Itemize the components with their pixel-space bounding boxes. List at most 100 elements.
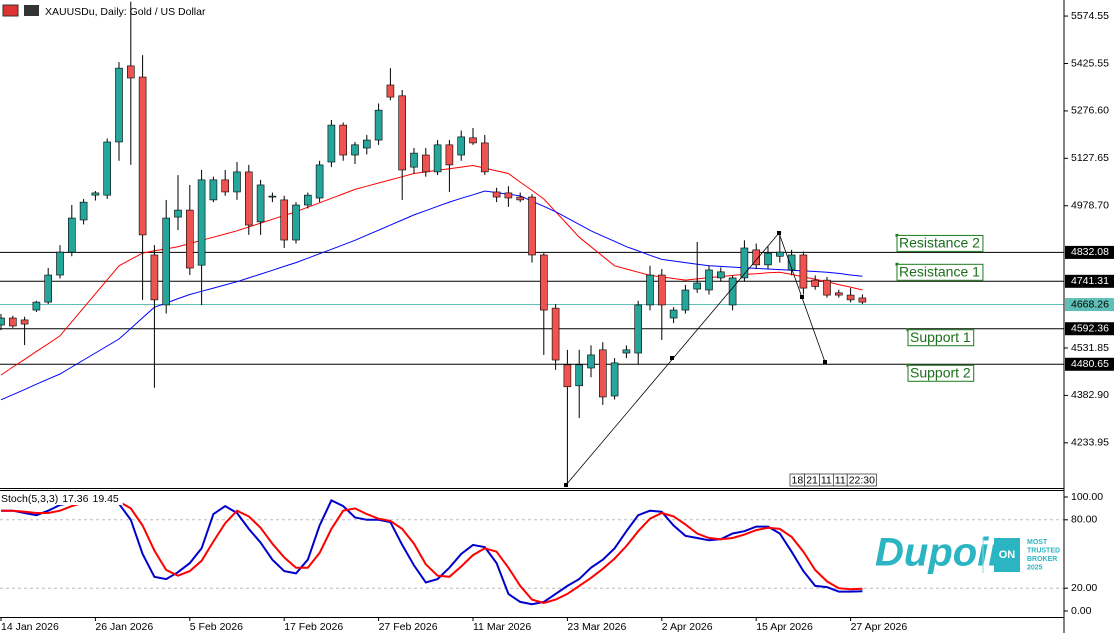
y-tick-label: 5127.65 (1071, 152, 1109, 164)
time-tag: 21 (806, 474, 818, 486)
candle-body (421, 154, 430, 173)
indicator-title: Stoch(5,3,3) (1, 493, 58, 505)
level-label-box (907, 364, 975, 382)
y-tick-label: 80.00 (1071, 514, 1097, 526)
x-tick-label: 27 Feb 2026 (379, 621, 438, 633)
anchor-point (800, 295, 804, 299)
candle-body (775, 251, 784, 257)
candle-body (362, 139, 371, 149)
candle-body (103, 141, 111, 196)
brand-badge (994, 538, 1020, 572)
candle-body (256, 184, 265, 223)
level-axis-box (1065, 245, 1114, 259)
level-axis-box (1065, 357, 1114, 371)
candle-body (410, 152, 418, 168)
period-icon (24, 5, 39, 16)
candle-body (445, 144, 454, 166)
candle-body (138, 76, 147, 236)
level-label: Support 2 (910, 364, 971, 380)
y-tick-label: 20.00 (1071, 582, 1097, 594)
indicator-label-bg (0, 492, 123, 505)
anchor-point (777, 231, 781, 235)
x-tick-label: 23 Mar 2026 (567, 621, 626, 633)
candle-body (823, 279, 831, 296)
candle-body (551, 307, 560, 361)
y-tick-label: 4531.85 (1071, 342, 1109, 354)
candle-body (79, 201, 88, 221)
y-tick-label: 0.00 (1071, 605, 1092, 617)
x-tick-label: 15 Apr 2026 (756, 621, 813, 633)
price-panel: 5574.55 5425.55 5276.60 5127.65 4978.70 4531.… (0, 1, 1109, 485)
candle-body (115, 67, 123, 143)
level-axis-label: 4741.31 (1071, 275, 1109, 287)
candle-body (292, 204, 300, 241)
candle-body (197, 179, 206, 266)
x-tick-label: 26 Jan 2026 (95, 621, 153, 633)
candle-body (705, 269, 713, 291)
candle-body (374, 109, 383, 141)
level-axis-label: 4592.36 (1071, 323, 1109, 335)
candle-body (634, 304, 643, 354)
candle-body (622, 349, 631, 354)
chart-title: XAUUSDu, Daily: Gold / US Dollar (45, 6, 206, 18)
level-label-box (896, 234, 984, 252)
candle-body (528, 196, 536, 256)
candle-body (0, 317, 5, 326)
brand-badge-text: ON (999, 549, 1016, 561)
time-tag: 22:30 (849, 474, 875, 486)
candle-body (587, 354, 595, 369)
candle-body (127, 65, 135, 79)
candle-body (280, 199, 289, 241)
overlay: 4832.08 Resistance 2 4741.31 Resistance 1 45… (789, 233, 1114, 575)
candle-body (681, 289, 690, 311)
level-label: Support 1 (910, 329, 971, 345)
candle-body (693, 282, 702, 290)
candle-body (20, 319, 29, 325)
indicator-value: 17.36 (62, 493, 88, 505)
candle-body (787, 254, 796, 271)
candle-body (764, 252, 772, 266)
candle-body (858, 297, 867, 303)
level-axis-label: 4480.65 (1071, 358, 1109, 370)
level-axis-box (1065, 322, 1114, 336)
x-tick-label: 27 Apr 2026 (851, 621, 908, 633)
candle-body (162, 217, 170, 306)
y-tick-label: 4382.90 (1071, 389, 1109, 401)
candle-body (315, 164, 324, 199)
time-tag: 11 (821, 474, 832, 486)
y-tick-label: 100.00 (1071, 491, 1103, 503)
symbol-icon (2, 4, 19, 17)
candle-body (834, 292, 843, 296)
y-tick-label: 4233.95 (1071, 437, 1109, 449)
candle-body (563, 364, 572, 388)
time-tag: 11 (835, 474, 846, 486)
brand-tagline: TRUSTED (1027, 547, 1060, 554)
y-tick-label: 5574.55 (1071, 10, 1109, 22)
candle-body (268, 195, 277, 198)
time-tag-box (846, 473, 877, 487)
candle-body (303, 194, 312, 206)
time-tag: 18 (792, 474, 804, 486)
candle-body (233, 171, 241, 193)
candle-body (327, 124, 336, 163)
candle-body (245, 171, 253, 226)
x-tick-label: 17 Feb 2026 (284, 621, 343, 633)
brand-tagline: MOST (1027, 539, 1048, 546)
x-tick-label: 5 Feb 2026 (190, 621, 243, 633)
brand-logo: Dupoin (875, 531, 1013, 575)
anchor-point (670, 356, 674, 360)
current-price-box (1065, 298, 1114, 312)
level-label: Resistance 1 (899, 264, 980, 280)
indicator-value: 19.45 (92, 493, 118, 505)
candle-body (9, 317, 17, 327)
candle-body (457, 136, 466, 156)
candle-body (716, 271, 725, 279)
candle-body (44, 274, 53, 303)
candle-body (504, 192, 513, 199)
current-price-label: 4668.26 (1071, 298, 1109, 310)
candle-body (209, 179, 218, 201)
candle-body (68, 217, 76, 253)
x-tick-label: 2 Apr 2026 (662, 621, 713, 633)
candle-body (610, 362, 619, 397)
